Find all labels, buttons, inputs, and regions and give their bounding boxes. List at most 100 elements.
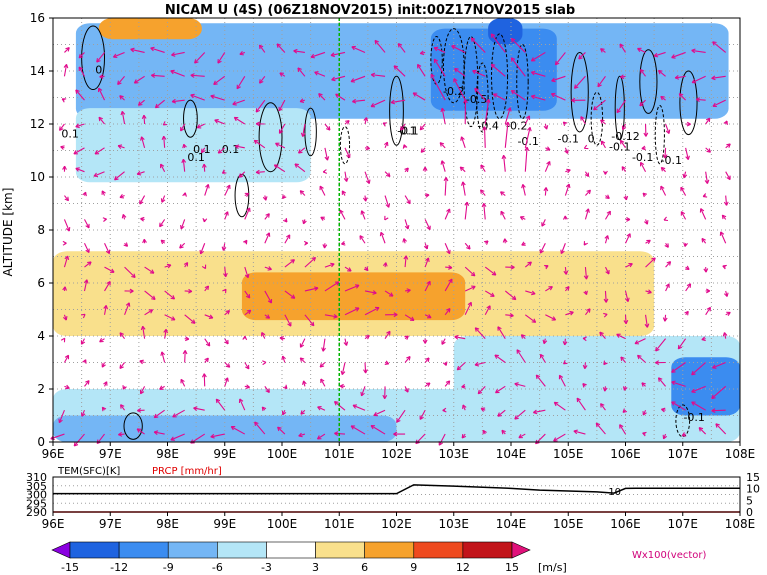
wind-vector — [604, 290, 607, 303]
wind-vector-head — [375, 306, 380, 312]
wind-vector — [244, 309, 252, 316]
wind-vector-head — [651, 257, 656, 262]
wind-vector-head — [202, 217, 208, 223]
wind-vector-head — [571, 97, 576, 103]
contour-line — [81, 25, 106, 91]
wind-vector-head — [334, 431, 339, 436]
wind-vector-head — [190, 93, 195, 99]
wind-vector-head — [393, 312, 398, 318]
wind-vector-head — [98, 116, 103, 122]
wind-vector-head — [242, 335, 248, 341]
wind-vector — [244, 290, 251, 299]
wind-vector — [276, 43, 286, 53]
surface-left-tick-label: 295 — [26, 497, 47, 510]
wind-vector — [180, 219, 186, 230]
wind-vector-head — [501, 154, 507, 160]
wind-vector-head — [170, 316, 176, 321]
wind-vector-head — [671, 368, 676, 373]
wind-vector-head — [626, 233, 631, 238]
wind-vector-head — [302, 219, 307, 225]
surface-x-tick-label: 97E — [99, 517, 122, 531]
wind-vector-head — [680, 211, 686, 216]
wind-vector-head — [320, 216, 325, 221]
wind-vector-head — [125, 302, 131, 307]
wind-vector-head — [103, 305, 109, 310]
wind-vector — [484, 305, 491, 316]
wind-vector-head — [628, 262, 633, 268]
x-tick-label: 97E — [99, 447, 122, 461]
wind-vector-head — [442, 407, 447, 413]
wind-vector — [417, 64, 426, 77]
wind-vector-head — [472, 69, 477, 75]
wind-vector-head — [190, 319, 196, 324]
wind-vector — [725, 171, 731, 180]
wind-vector-head — [317, 406, 322, 411]
wind-vector — [164, 314, 176, 321]
wind-vector — [493, 93, 506, 101]
wind-vector-head — [454, 334, 459, 340]
wind-vector-head — [122, 385, 127, 390]
wind-vector-head — [464, 201, 470, 206]
wind-vector-head — [80, 340, 86, 345]
wind-vector-head — [425, 193, 430, 198]
wind-vector-head — [480, 164, 485, 169]
wind-vector-head — [75, 167, 80, 172]
y-tick-label: 6 — [37, 276, 45, 290]
wind-vector — [658, 70, 666, 77]
wind-vector-head — [683, 242, 688, 247]
wind-vector-head — [210, 433, 215, 439]
wind-vector-head — [644, 323, 650, 328]
wind-vector-head — [365, 179, 371, 184]
contour-label: -0.12 — [611, 130, 639, 143]
wind-vector — [680, 211, 687, 220]
wind-vector-head — [97, 87, 103, 93]
wind-vector — [310, 51, 326, 58]
wind-vector — [725, 195, 728, 206]
wind-vector — [464, 201, 468, 220]
wind-vector-head — [210, 94, 215, 100]
wind-vector — [204, 314, 214, 319]
wind-vector — [484, 290, 495, 297]
wind-vector-head — [65, 47, 70, 52]
wind-vector-head — [102, 217, 107, 222]
wind-vector — [344, 147, 351, 158]
wind-vector — [153, 409, 165, 419]
wind-vector-head — [655, 346, 660, 352]
wind-vector-head — [723, 120, 728, 126]
wind-vector — [510, 57, 526, 77]
wind-vector — [404, 219, 409, 230]
wind-vector-head — [603, 298, 609, 303]
y-tick-label: 10 — [30, 170, 45, 184]
surface-left-tick-label: 300 — [26, 489, 47, 502]
wind-vector-head — [426, 225, 431, 231]
wind-vector — [705, 307, 711, 316]
wind-vector-head — [480, 407, 486, 412]
wind-vector — [551, 93, 566, 101]
wind-vector — [217, 147, 226, 154]
wind-vector — [155, 99, 165, 109]
contour-label: -0.1 — [609, 141, 630, 154]
surface-x-tick-label: 96E — [42, 517, 65, 531]
wind-vector — [144, 290, 156, 300]
wind-vector — [653, 51, 666, 57]
wind-vector — [384, 195, 390, 208]
wind-vector — [361, 210, 366, 220]
wind-vector — [685, 283, 692, 292]
wind-vector — [294, 163, 306, 173]
wind-vector-head — [639, 161, 645, 167]
wind-vector-head — [333, 401, 339, 406]
surface-x-tick-label: 107E — [668, 517, 699, 531]
contour-line — [570, 51, 589, 133]
wind-vector-head — [205, 342, 211, 347]
wind-vector — [364, 307, 380, 316]
wind-vector-head — [334, 281, 340, 286]
surface-x-tick-label: 100E — [267, 517, 298, 531]
wind-vector — [494, 354, 506, 363]
wind-vector-head — [597, 82, 602, 88]
wind-vector — [644, 314, 648, 328]
wind-vector — [580, 116, 586, 125]
wind-vector-head — [101, 406, 107, 412]
wind-vector-head — [267, 266, 272, 271]
wind-vector — [564, 267, 567, 275]
wind-vector — [63, 64, 68, 77]
